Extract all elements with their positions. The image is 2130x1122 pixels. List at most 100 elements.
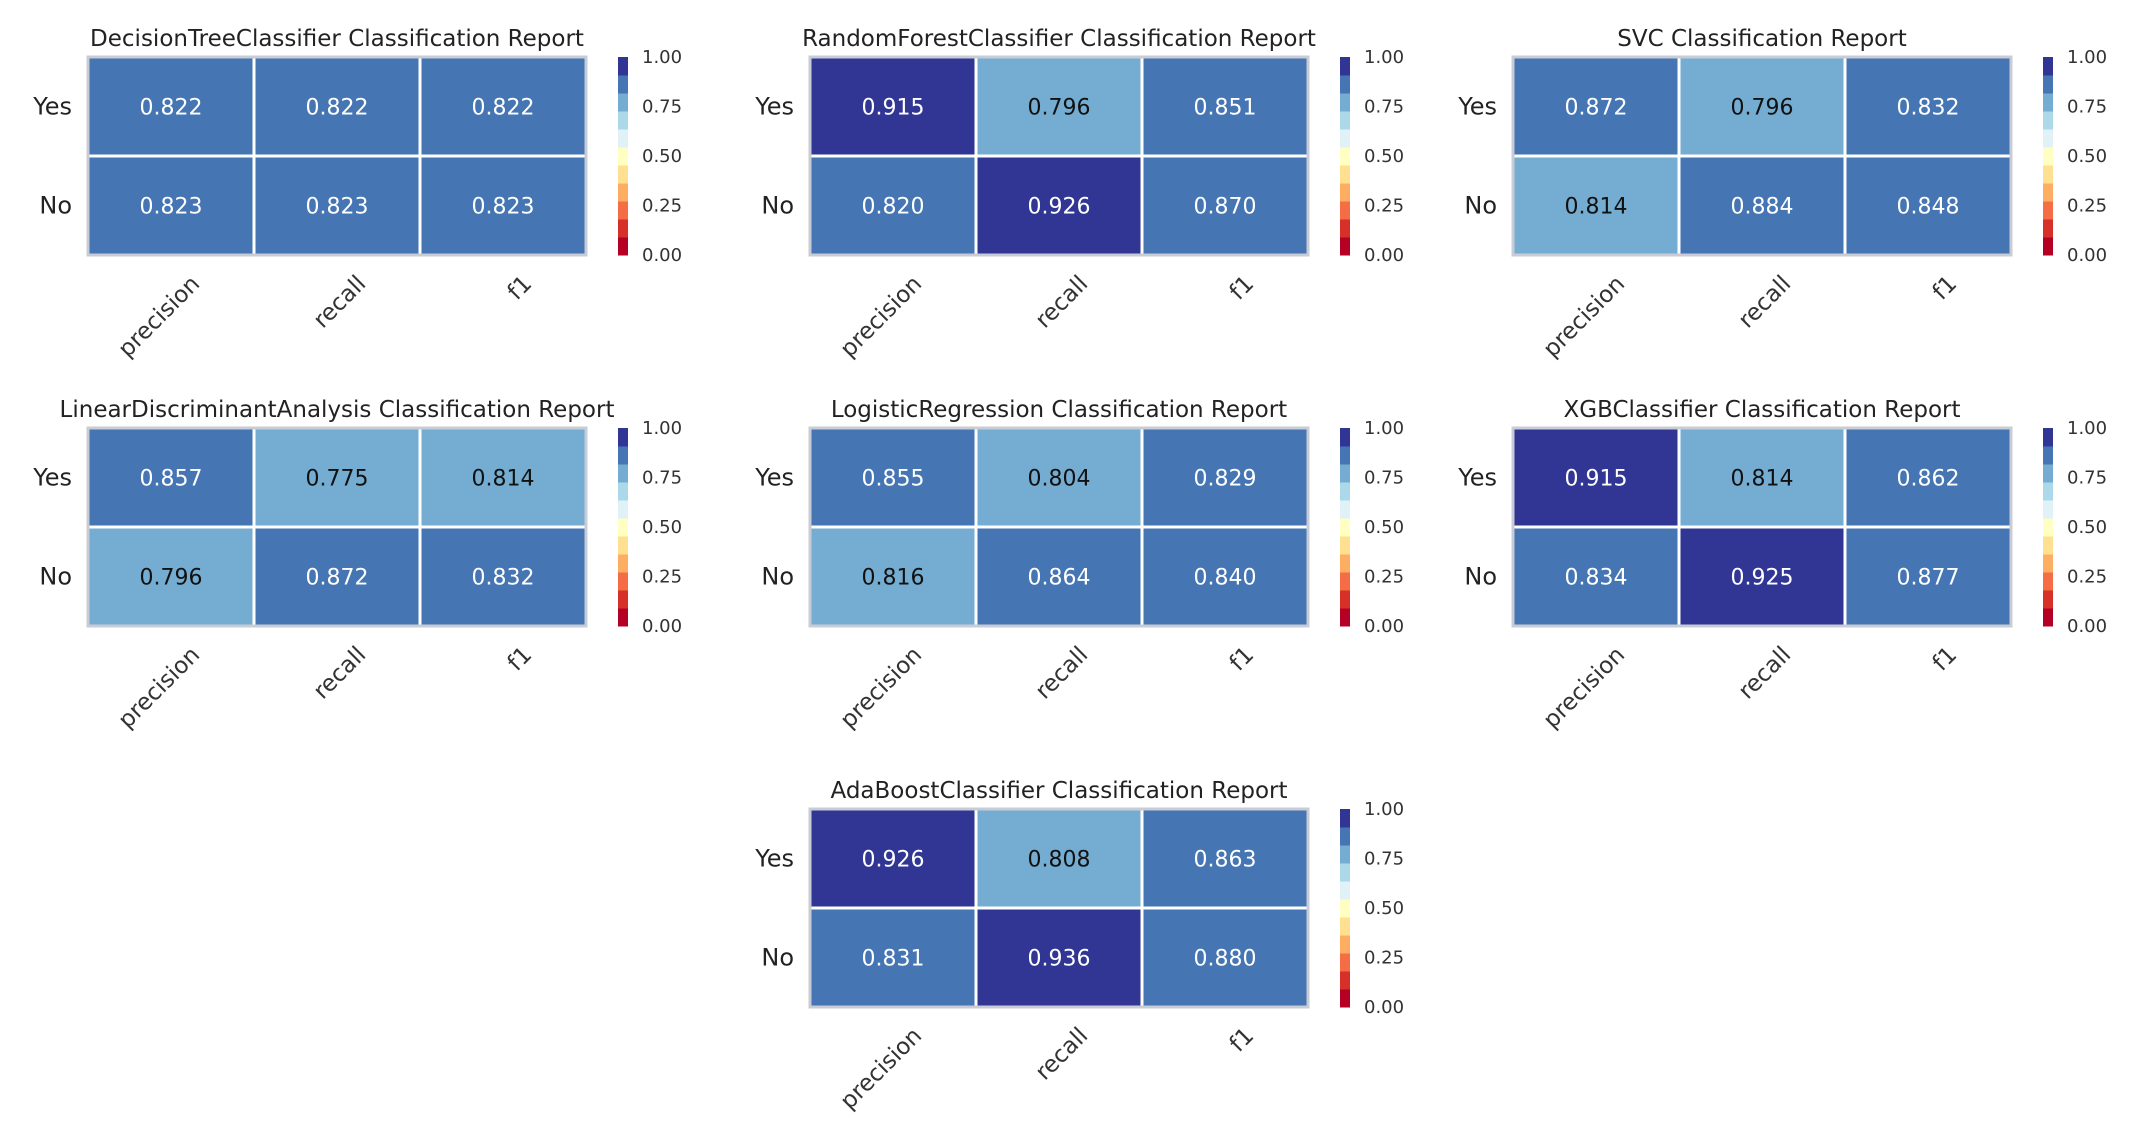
cell-value-label: 0.915	[862, 96, 925, 121]
report-panel-logistic-regression: LogisticRegression Classification Report…	[722, 371, 1432, 741]
colorbar-segment	[2043, 554, 2053, 573]
colorbar-segment	[1340, 827, 1350, 846]
report-panel-svc: SVC Classification Report 0.872 0.796 0.832…	[1425, 0, 2130, 370]
colorbar-segment	[1340, 608, 1350, 627]
heatmap-cell	[976, 57, 1142, 156]
heatmap-cell	[810, 908, 976, 1007]
column-label: precision	[835, 271, 927, 363]
cell-value-label: 0.880	[1194, 947, 1257, 972]
cell-value-label: 0.816	[862, 566, 925, 591]
colorbar-segment	[2043, 219, 2053, 238]
colorbar-tick-label: 0.50	[1364, 517, 1404, 538]
colorbar-segment	[1340, 111, 1350, 130]
colorbar-segment	[2043, 446, 2053, 465]
cell-value-label: 0.864	[1028, 566, 1091, 591]
colorbar-segment	[618, 500, 628, 519]
heatmap-logistic-regression: LogisticRegression Classification Report…	[754, 397, 1404, 734]
column-label: precision	[113, 271, 205, 363]
colorbar-segment	[618, 572, 628, 591]
colorbar-tick-label: 0.25	[642, 196, 682, 217]
heatmap-cell	[1142, 809, 1308, 908]
colorbar-tick-label: 1.00	[2067, 47, 2107, 68]
colorbar-tick-label: 0.50	[2067, 146, 2107, 167]
colorbar-tick-label: 0.50	[642, 146, 682, 167]
row-label: No	[761, 192, 794, 220]
cell-value-label: 0.796	[140, 566, 203, 591]
column-label: recall	[309, 271, 372, 334]
heatmap-cell	[420, 156, 586, 255]
colorbar-segment	[618, 590, 628, 609]
cell-value-label: 0.823	[140, 195, 203, 220]
colorbar-segment	[1340, 500, 1350, 519]
report-panel-lda: LinearDiscriminantAnalysis Classificatio…	[0, 371, 710, 741]
colorbar-segment	[2043, 500, 2053, 519]
heatmap-cell	[420, 57, 586, 156]
cell-value-label: 0.823	[306, 195, 369, 220]
cell-value-label: 0.814	[1565, 195, 1628, 220]
colorbar-segment	[1340, 464, 1350, 483]
column-label: recall	[1734, 642, 1797, 705]
colorbar-tick-label: 0.50	[2067, 517, 2107, 538]
heatmap-adaboost: AdaBoostClassifier Classification Report…	[754, 778, 1404, 1115]
colorbar-segment	[618, 237, 628, 256]
column-label: f1	[1225, 271, 1259, 305]
column-label: recall	[1031, 271, 1094, 334]
colorbar-segment	[1340, 989, 1350, 1008]
heatmap-cell	[88, 156, 254, 255]
cell-value-label: 0.872	[1565, 96, 1628, 121]
colorbar-segment	[618, 608, 628, 627]
colorbar-tick-label: 0.50	[642, 517, 682, 538]
colorbar-tick-label: 0.00	[2067, 245, 2107, 266]
colorbar-tick-label: 0.75	[2067, 468, 2107, 489]
cell-value-label: 0.823	[472, 195, 535, 220]
cell-value-label: 0.822	[472, 96, 535, 121]
row-label: No	[761, 563, 794, 591]
cell-value-label: 0.884	[1731, 195, 1794, 220]
heatmap-cell	[420, 428, 586, 527]
colorbar-segment	[2043, 536, 2053, 555]
heatmap-cell	[88, 527, 254, 626]
colorbar-segment	[2043, 93, 2053, 112]
colorbar-segment	[1340, 446, 1350, 465]
cell-value-label: 0.926	[1028, 195, 1091, 220]
colorbar-tick-label: 0.75	[1364, 468, 1404, 489]
cell-value-label: 0.862	[1897, 467, 1960, 492]
colorbar-tick-label: 1.00	[642, 418, 682, 439]
colorbar-segment	[1340, 57, 1350, 76]
heatmap-frame	[808, 807, 1310, 1009]
colorbar-tick-label: 1.00	[2067, 418, 2107, 439]
colorbar-segment	[1340, 237, 1350, 256]
colorbar-segment	[2043, 183, 2053, 202]
column-label: f1	[503, 271, 537, 305]
colorbar-segment	[618, 129, 628, 148]
panel-title: XGBClassifier Classification Report	[1564, 397, 1961, 423]
colorbar-tick-label: 0.50	[1364, 146, 1404, 167]
heatmap-cell	[420, 527, 586, 626]
colorbar-tick-label: 0.75	[642, 468, 682, 489]
colorbar-segment	[2043, 201, 2053, 220]
colorbar-segment	[1340, 536, 1350, 555]
colorbar-segment	[2043, 111, 2053, 130]
heatmap-cell	[1679, 156, 1845, 255]
colorbar-tick-label: 0.00	[1364, 616, 1404, 637]
cell-value-label: 0.829	[1194, 467, 1257, 492]
colorbar-tick-label: 0.75	[642, 97, 682, 118]
column-label: f1	[1928, 642, 1962, 676]
colorbar-segment	[618, 183, 628, 202]
colorbar-segment	[2043, 464, 2053, 483]
heatmap-cell	[1142, 156, 1308, 255]
colorbar-segment	[2043, 518, 2053, 537]
row-label: Yes	[754, 93, 794, 121]
column-label: precision	[1538, 271, 1630, 363]
cell-value-label: 0.820	[862, 195, 925, 220]
colorbar-segment	[618, 111, 628, 130]
row-label: Yes	[32, 464, 72, 492]
panel-title: AdaBoostClassifier Classification Report	[831, 778, 1288, 804]
colorbar-segment	[2043, 590, 2053, 609]
cell-value-label: 0.915	[1565, 467, 1628, 492]
colorbar-tick-label: 0.25	[642, 567, 682, 588]
colorbar-segment	[1340, 953, 1350, 972]
row-label: Yes	[32, 93, 72, 121]
panel-title: SVC Classification Report	[1617, 26, 1906, 52]
